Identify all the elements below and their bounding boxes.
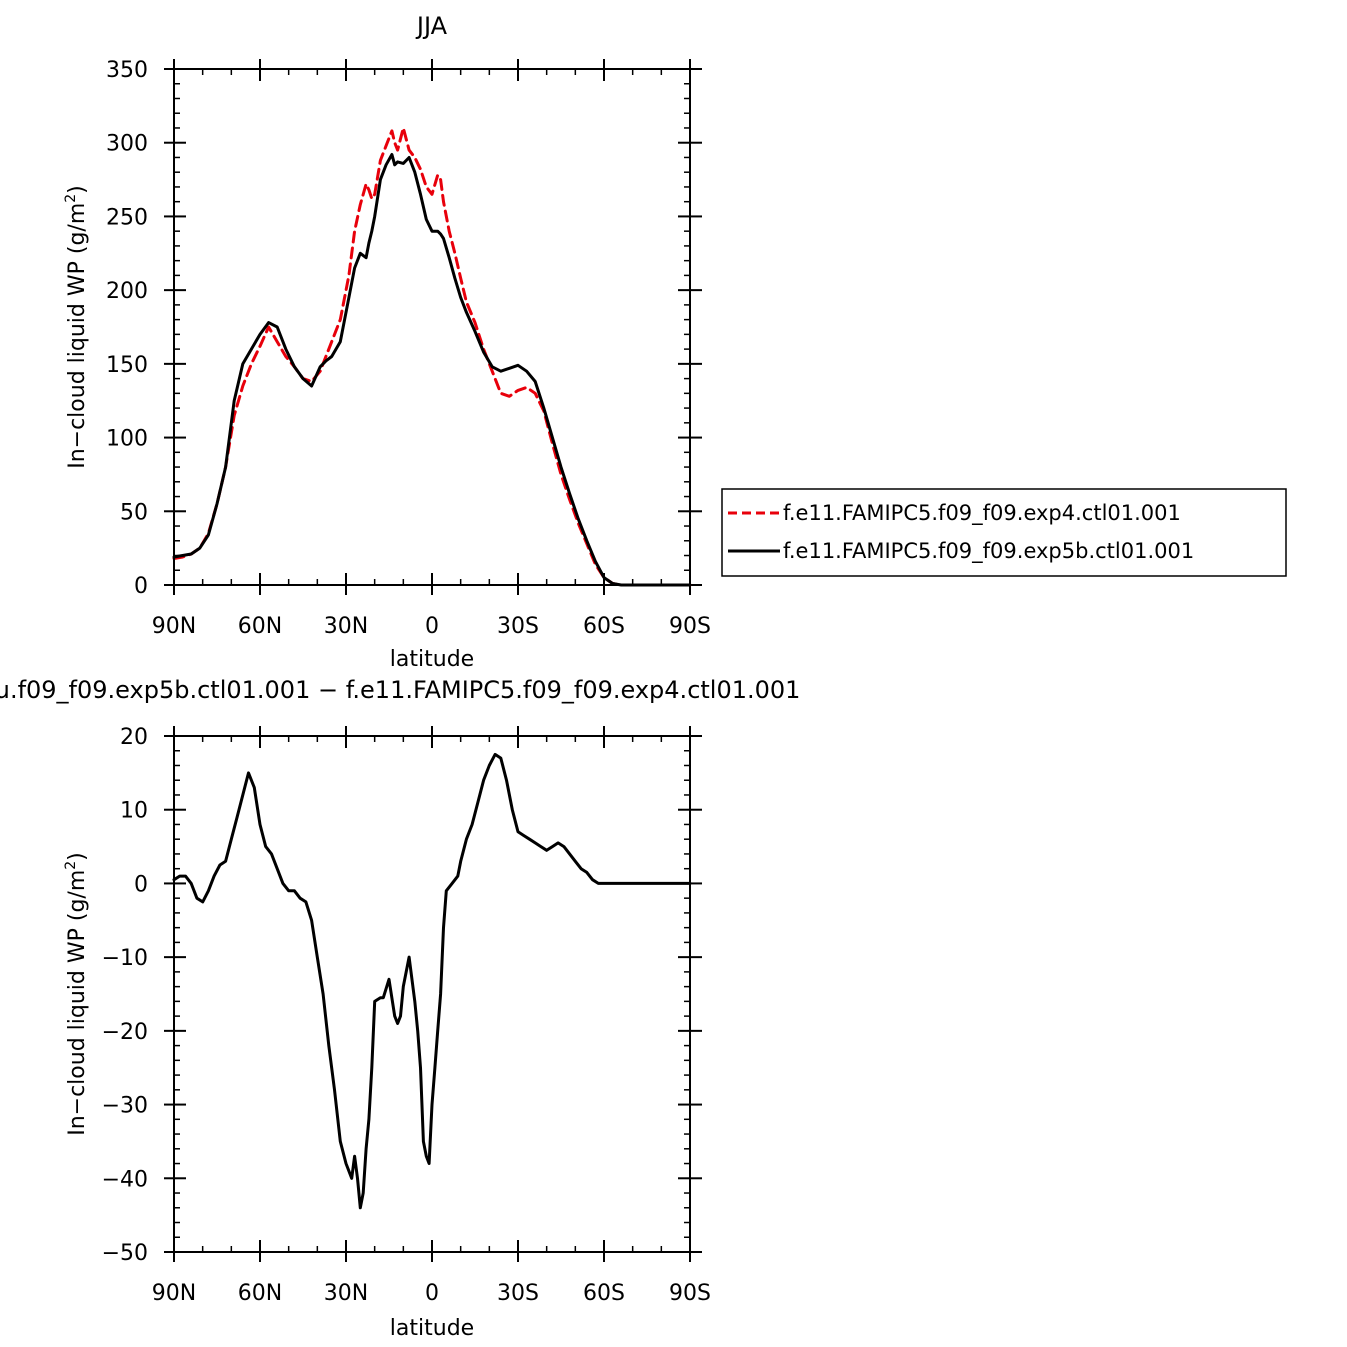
bottom-panel-y-tick-label: −10: [102, 946, 148, 971]
top-panel-y-tick-label: 50: [120, 500, 148, 525]
bottom-panel-x-tick-label: 60S: [583, 1281, 625, 1306]
top-panel-y-axis-label: In−cloud liquid WP (g/m2): [63, 185, 90, 469]
bottom-panel-y-tick-label: −20: [102, 1020, 148, 1045]
bottom-panel-x-axis-label: latitude: [390, 1316, 474, 1341]
top-panel-x-axis-label: latitude: [390, 647, 474, 672]
bottom-panel-x-tick-label: 0: [425, 1281, 439, 1306]
bottom-panel-x-tick-label: 60N: [238, 1281, 282, 1306]
top-panel-x-tick-label: 0: [425, 614, 439, 639]
top-panel-series-line-1: [172, 153, 692, 587]
bottom-panel-y-tick-label: 20: [120, 725, 148, 750]
bottom-panel-frame: [173, 735, 691, 1253]
bottom-panel-series-line-0: [172, 752, 692, 1210]
top-panel-x-tick-label: 90N: [152, 614, 196, 639]
bottom-panel-title: ɹ.f09_f09.exp5b.ctl01.001 − f.e11.FAMIPC…: [0, 676, 800, 704]
bottom-panel-x-tick-label: 90S: [669, 1281, 711, 1306]
bottom-panel-x-tick-label: 30N: [324, 1281, 368, 1306]
bottom-panel-y-tick-label: 0: [134, 872, 148, 897]
top-panel-y-tick-label: 100: [106, 427, 148, 452]
bottom-panel-y-tick-label: 10: [120, 799, 148, 824]
top-panel-y-tick-label: 150: [106, 353, 148, 378]
top-panel-series: [172, 126, 692, 587]
top-panel-x-tick-label: 30N: [324, 614, 368, 639]
bottom-panel-y-tick-label: −40: [102, 1167, 148, 1192]
top-panel-y-tick-label: 300: [106, 132, 148, 157]
top-panel-x-tick-label: 90S: [669, 614, 711, 639]
top-panel-series-line-0: [172, 126, 692, 587]
bottom-panel-y-axis-label: In−cloud liquid WP (g/m2): [63, 852, 90, 1136]
legend-label-exp5b: f.e11.FAMIPC5.f09_f09.exp5b.ctl01.001: [783, 539, 1194, 564]
top-panel-y-ticks: 0 50 100 150 200 250 300 350: [106, 58, 702, 599]
bottom-panel-y-tick-label: −30: [102, 1094, 148, 1119]
bottom-panel-y-ticks: −50 −40 −30 −20 −10 0 10 20: [102, 725, 702, 1266]
top-panel-x-tick-label: 30S: [497, 614, 539, 639]
top-panel-y-tick-label: 200: [106, 279, 148, 304]
top-panel-title: JJA: [415, 12, 448, 40]
legend: f.e11.FAMIPC5.f09_f09.exp4.ctl01.001 f.e…: [721, 488, 1287, 577]
top-panel: JJA 0 50 100 150 200 250 300 350 90N 60N 30N 0 30S 6…: [63, 12, 711, 672]
bottom-panel-series: [172, 752, 692, 1210]
top-panel-x-tick-label: 60S: [583, 614, 625, 639]
top-panel-frame: [173, 68, 691, 586]
legend-box: [721, 488, 1287, 577]
legend-label-exp4: f.e11.FAMIPC5.f09_f09.exp4.ctl01.001: [783, 501, 1181, 526]
top-panel-y-tick-label: 350: [106, 58, 148, 83]
top-panel-x-ticks: 90N 60N 30N 0 30S 60S 90S: [152, 59, 711, 639]
bottom-panel-x-tick-label: 30S: [497, 1281, 539, 1306]
top-panel-x-tick-label: 60N: [238, 614, 282, 639]
bottom-panel-x-ticks: 90N 60N 30N 0 30S 60S 90S: [152, 726, 711, 1306]
bottom-panel: ɹ.f09_f09.exp5b.ctl01.001 − f.e11.FAMIPC…: [0, 676, 800, 1341]
top-panel-y-tick-label: 250: [106, 205, 148, 230]
top-panel-y-tick-label: 0: [134, 574, 148, 599]
bottom-panel-x-tick-label: 90N: [152, 1281, 196, 1306]
bottom-panel-y-tick-label: −50: [102, 1241, 148, 1266]
